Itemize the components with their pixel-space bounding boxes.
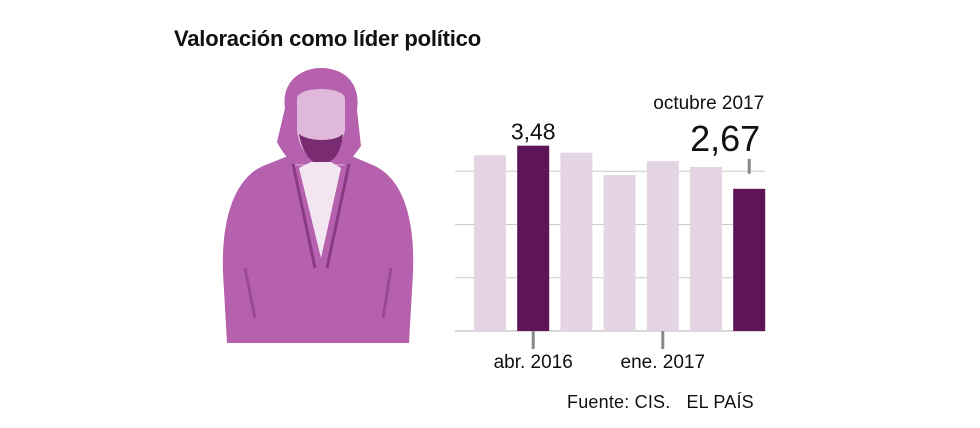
bars (474, 145, 766, 331)
chart-title: Valoración como líder político (174, 26, 481, 51)
x-axis-ticks: abr. 2016 ene. 2017 (494, 331, 705, 373)
period-label: octubre 2017 (653, 93, 764, 114)
portrait-photo (222, 68, 414, 343)
bar (646, 161, 679, 331)
publisher-name: EL PAÍS (686, 392, 754, 412)
annotations: 3,48 2,67 octubre 2017 (511, 93, 764, 174)
value-label: 3,48 (511, 119, 556, 145)
bar (560, 152, 593, 331)
x-tick-label: ene. 2017 (621, 352, 706, 373)
bar (474, 155, 506, 331)
source-line: Fuente: CIS. EL PAÍS (567, 392, 754, 413)
source-credit: Fuente: CIS. (567, 392, 671, 412)
bar (603, 174, 636, 331)
value-label: 2,67 (690, 118, 760, 159)
bar (690, 166, 722, 331)
bar (517, 145, 550, 331)
x-tick-label: abr. 2016 (494, 352, 573, 373)
bar (733, 188, 766, 331)
